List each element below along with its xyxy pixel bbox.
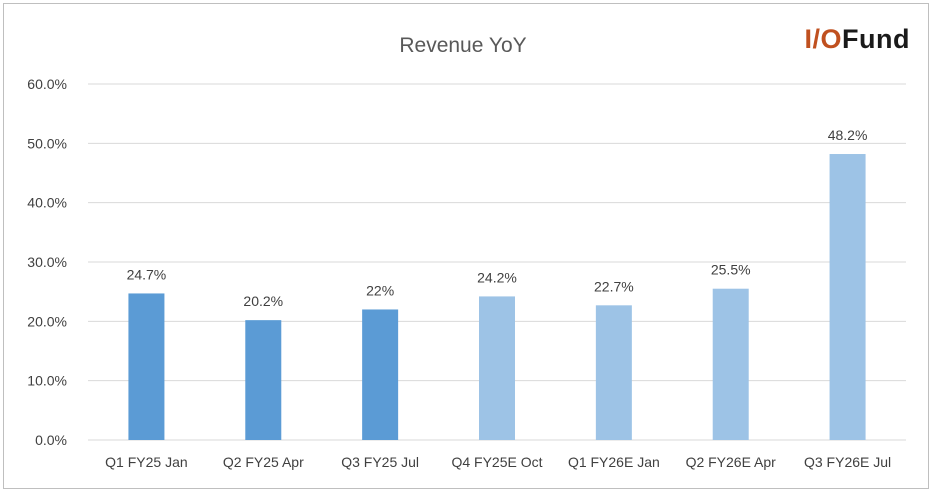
data-labels: 24.7% 20.2% 22% 24.2% 22.7% 25.5% 48.2%	[127, 127, 868, 309]
bar	[712, 288, 749, 440]
bar	[829, 154, 866, 440]
bar	[362, 309, 399, 440]
bar	[595, 305, 632, 440]
x-tick-label: Q1 FY25 Jan	[105, 454, 188, 470]
bar	[128, 293, 165, 440]
data-label: 22.7%	[594, 278, 634, 294]
y-tick-label: 60.0%	[27, 76, 67, 92]
logo-io-text: I/O	[804, 24, 843, 54]
x-tick-label: Q3 FY25 Jul	[341, 454, 419, 470]
x-axis-ticks: Q1 FY25 Jan Q2 FY25 Apr Q3 FY25 Jul Q4 FY25…	[105, 454, 891, 470]
io-fund-logo: I/OFund	[805, 26, 911, 53]
y-tick-label: 0.0%	[35, 432, 67, 448]
x-tick-label: Q2 FY25 Apr	[223, 454, 304, 470]
data-label: 20.2%	[243, 293, 283, 309]
bar	[479, 296, 515, 440]
y-axis-ticks: 0.0% 10.0% 20.0% 30.0% 40.0% 50.0% 60.0%	[27, 76, 67, 448]
data-label: 48.2%	[828, 127, 868, 143]
revenue-yoy-chart: Revenue YoY 0.0% 10.0% 20.0% 30.0% 40.0% 50.0…	[27, 34, 906, 470]
logo-fund-text: Fund	[842, 24, 910, 54]
chart-frame: I/OFund Revenue YoY 0.0% 10.0% 20.0% 30.0% 4…	[3, 3, 929, 489]
data-label: 24.2%	[477, 269, 517, 285]
data-label: 24.7%	[127, 266, 167, 282]
x-tick-label: Q2 FY26E Apr	[686, 454, 777, 470]
bar	[245, 320, 282, 440]
x-tick-label: Q1 FY26E Jan	[568, 454, 660, 470]
bars	[128, 154, 866, 440]
y-tick-label: 20.0%	[27, 313, 67, 329]
y-tick-label: 10.0%	[27, 373, 67, 389]
y-tick-label: 30.0%	[27, 254, 67, 270]
y-tick-label: 40.0%	[27, 195, 67, 211]
data-label: 25.5%	[711, 262, 751, 278]
data-label: 22%	[366, 282, 394, 298]
x-tick-label: Q3 FY26E Jul	[804, 454, 891, 470]
x-tick-label: Q4 FY25E Oct	[451, 454, 542, 470]
y-tick-label: 50.0%	[27, 135, 67, 151]
chart-title: Revenue YoY	[399, 34, 526, 57]
